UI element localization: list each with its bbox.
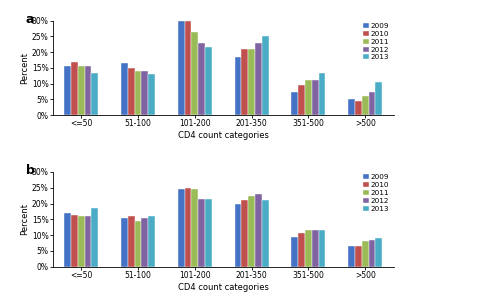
Bar xyxy=(71,214,78,267)
Bar xyxy=(148,74,155,115)
Bar xyxy=(241,200,248,267)
Bar xyxy=(134,221,142,267)
Legend: 2009, 2010, 2011, 2012, 2013: 2009, 2010, 2011, 2012, 2013 xyxy=(362,174,390,213)
Bar xyxy=(355,246,362,267)
Bar xyxy=(71,62,78,115)
Bar xyxy=(192,32,198,115)
Y-axis label: Percent: Percent xyxy=(20,203,29,235)
Text: b: b xyxy=(25,164,35,177)
Bar xyxy=(262,200,269,267)
Text: a: a xyxy=(25,13,34,26)
Bar xyxy=(369,240,375,267)
Bar xyxy=(319,230,325,267)
Bar xyxy=(241,49,248,115)
Bar xyxy=(235,57,241,115)
Bar xyxy=(375,238,382,267)
Bar xyxy=(91,208,98,267)
Bar xyxy=(235,204,241,267)
Bar xyxy=(78,216,84,267)
Bar xyxy=(128,216,134,267)
Bar xyxy=(312,230,319,267)
Bar xyxy=(185,188,192,267)
Bar xyxy=(255,42,262,115)
Bar xyxy=(375,82,382,115)
Bar xyxy=(291,91,298,115)
Bar xyxy=(121,63,128,115)
Bar xyxy=(148,216,155,267)
Bar xyxy=(128,68,134,115)
Bar xyxy=(198,199,205,267)
Bar xyxy=(305,230,312,267)
Bar xyxy=(84,66,91,115)
Bar xyxy=(298,85,305,115)
Bar xyxy=(185,21,192,115)
Bar xyxy=(262,36,269,115)
Bar xyxy=(192,189,198,267)
Bar xyxy=(142,218,148,267)
Bar xyxy=(198,42,205,115)
Bar xyxy=(205,47,212,115)
Bar xyxy=(142,71,148,115)
Bar xyxy=(298,234,305,267)
Bar xyxy=(84,216,91,267)
Bar xyxy=(305,81,312,115)
Bar xyxy=(362,241,369,267)
Bar xyxy=(348,99,355,115)
Bar xyxy=(255,194,262,267)
Bar xyxy=(91,73,98,115)
Bar xyxy=(64,213,71,267)
Bar xyxy=(205,199,212,267)
X-axis label: CD4 count categories: CD4 count categories xyxy=(178,131,269,140)
Bar xyxy=(319,73,325,115)
Bar xyxy=(312,81,319,115)
Bar xyxy=(348,246,355,267)
Bar xyxy=(369,91,375,115)
Bar xyxy=(178,21,185,115)
Bar xyxy=(248,49,255,115)
Bar xyxy=(134,71,142,115)
Bar xyxy=(64,66,71,115)
Y-axis label: Percent: Percent xyxy=(20,52,29,84)
Bar xyxy=(121,218,128,267)
Legend: 2009, 2010, 2011, 2012, 2013: 2009, 2010, 2011, 2012, 2013 xyxy=(362,22,390,61)
X-axis label: CD4 count categories: CD4 count categories xyxy=(178,282,269,292)
Bar xyxy=(178,189,185,267)
Bar xyxy=(355,101,362,115)
Bar xyxy=(291,237,298,267)
Bar xyxy=(362,96,369,115)
Bar xyxy=(248,196,255,267)
Bar xyxy=(78,66,84,115)
